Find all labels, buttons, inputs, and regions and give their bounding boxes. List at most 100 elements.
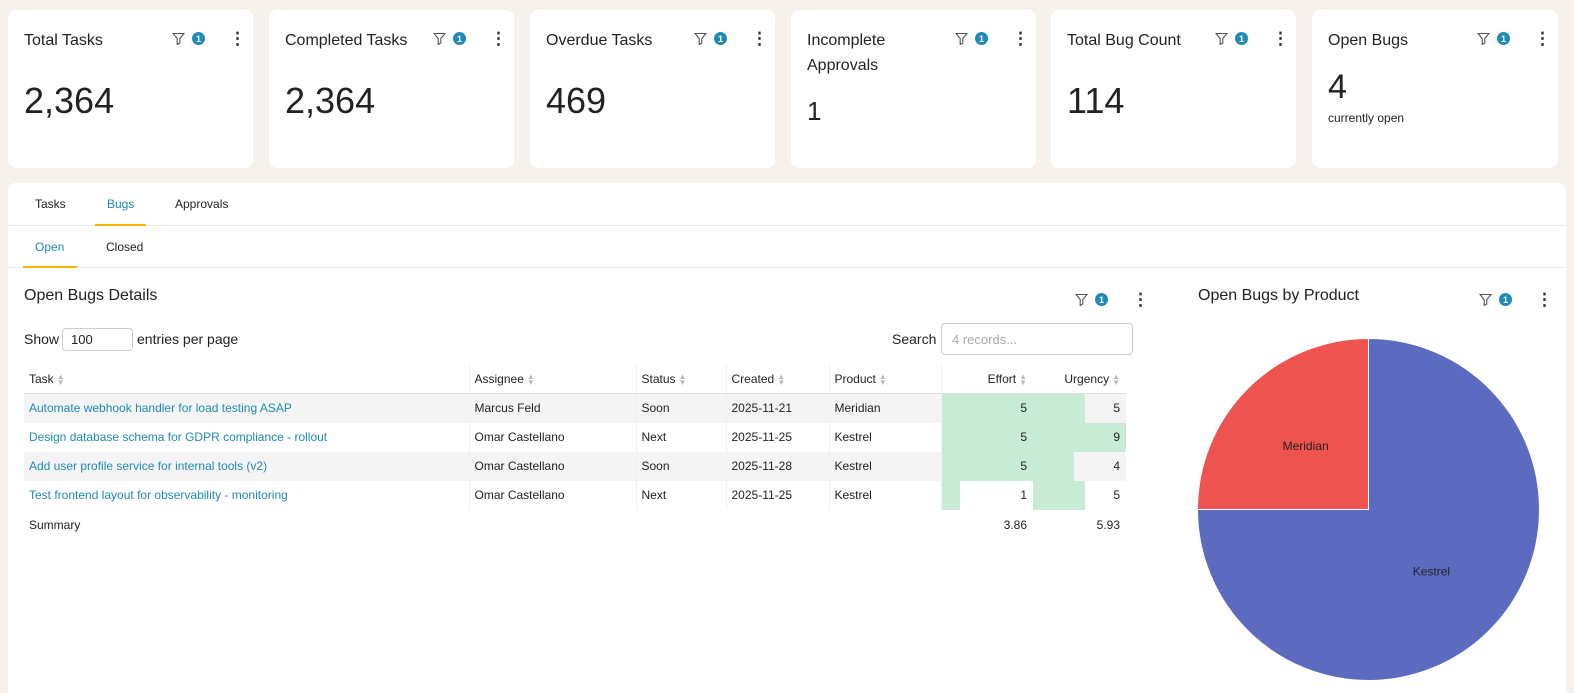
main-panel: Tasks Bugs Approvals Open Closed Open Bu… [8, 183, 1566, 693]
filter-count-badge: 1 [1095, 293, 1108, 306]
sort-icon: ▲ ▼ [56, 371, 65, 387]
active-tab-indicator [95, 224, 146, 226]
effort-value: 5 [1020, 458, 1027, 473]
kpi-title: Total Bug Count [1067, 32, 1181, 49]
urgency-cell: 5 [1033, 393, 1126, 423]
product-cell: Meridian [829, 393, 942, 423]
status-cell: Next [636, 422, 727, 452]
kpi-card-completed-tasks: Completed Tasks 1 ⋮ 2,364 [269, 10, 514, 168]
sort-icon: ▲ ▼ [678, 371, 687, 387]
open-bugs-details-title: Open Bugs Details [24, 287, 158, 304]
task-link[interactable]: Add user profile service for internal to… [24, 451, 470, 481]
kpi-title: Incomplete Approvals [807, 32, 886, 74]
table-header-row: Task ▲ ▼ Assignee ▲ ▼ Status ▲ ▼ Created ▲ ▼ Pro… [24, 365, 1126, 394]
kpi-value: 114 [1067, 80, 1125, 121]
kpi-tools: 1 ⋮ [955, 29, 1029, 48]
column-header-effort[interactable]: Effort ▲ ▼ [941, 365, 1033, 394]
more-options-icon[interactable]: ⋮ [1132, 290, 1149, 309]
filter-icon[interactable] [955, 32, 968, 45]
pie-label-kestrel: Kestrel [1413, 565, 1450, 579]
urgency-cell: 9 [1033, 422, 1126, 452]
sort-icon: ▲ ▼ [526, 371, 535, 387]
assignee-cell: Omar Castellano [469, 480, 637, 510]
more-options-icon[interactable]: ⋮ [1534, 29, 1551, 48]
urgency-bar [1033, 422, 1126, 452]
pie-slice-kestrel[interactable] [1196, 337, 1540, 681]
kpi-value: 4 [1328, 68, 1347, 106]
task-link[interactable]: Test frontend layout for observability -… [24, 480, 470, 510]
urgency-bar [1033, 451, 1075, 481]
effort-value: 1 [1020, 487, 1027, 502]
effort-bar [941, 480, 960, 510]
assignee-cell: Omar Castellano [469, 451, 637, 481]
more-options-icon[interactable]: ⋮ [229, 29, 246, 48]
column-header-assignee[interactable]: Assignee ▲ ▼ [469, 365, 637, 394]
sort-icon: ▲ ▼ [1019, 371, 1027, 387]
effort-value: 5 [1020, 400, 1027, 415]
open-bugs-by-product-title: Open Bugs by Product [1198, 287, 1359, 304]
kpi-card-total-bug-count: Total Bug Count 1 ⋮ 114 [1051, 10, 1296, 168]
urgency-value: 4 [1113, 458, 1120, 473]
effort-bar [941, 422, 1033, 452]
kpi-title: Overdue Tasks [546, 32, 653, 49]
filter-count-badge: 1 [714, 32, 727, 45]
filter-icon[interactable] [1075, 293, 1088, 306]
tab-open[interactable]: Open [35, 240, 65, 254]
tab-tasks[interactable]: Tasks [35, 197, 66, 211]
column-header-task[interactable]: Task ▲ ▼ [24, 365, 470, 394]
status-cell: Soon [636, 393, 727, 423]
status-cell: Next [636, 480, 727, 510]
assignee-cell: Omar Castellano [469, 422, 637, 452]
more-options-icon[interactable]: ⋮ [490, 29, 507, 48]
filter-count-badge: 1 [1499, 293, 1512, 306]
kpi-card-overdue-tasks: Overdue Tasks 1 ⋮ 469 [530, 10, 775, 168]
sort-icon: ▲ ▼ [878, 371, 887, 387]
kpi-value: 2,364 [24, 80, 115, 121]
effort-value: 5 [1020, 429, 1027, 444]
search-input[interactable] [941, 323, 1133, 355]
filter-icon[interactable] [433, 32, 446, 45]
pie-slice-meridian[interactable] [1196, 337, 1369, 510]
more-options-icon[interactable]: ⋮ [1012, 29, 1029, 48]
tab-bugs[interactable]: Bugs [107, 197, 135, 211]
filter-icon[interactable] [172, 32, 185, 45]
kpi-subtitle: currently open [1328, 111, 1405, 125]
more-options-icon[interactable]: ⋮ [751, 29, 768, 48]
filter-icon[interactable] [1479, 293, 1492, 306]
effort-cell: 5 [941, 422, 1033, 452]
urgency-value: 5 [1113, 400, 1120, 415]
column-header-product[interactable]: Product ▲ ▼ [829, 365, 942, 394]
entries-per-page-input[interactable] [62, 328, 133, 351]
filter-icon[interactable] [1477, 32, 1490, 45]
filter-icon[interactable] [1215, 32, 1228, 45]
kpi-tools: 1 ⋮ [1477, 29, 1551, 48]
kpi-row: Total Tasks 1 ⋮ 2,364 Completed Tasks 1 … [8, 10, 1566, 168]
filter-icon[interactable] [694, 32, 707, 45]
task-link[interactable]: Automate webhook handler for load testin… [24, 393, 470, 423]
assignee-cell: Marcus Feld [469, 393, 637, 423]
kpi-value: 469 [546, 80, 607, 121]
more-options-icon[interactable]: ⋮ [1536, 290, 1553, 309]
more-options-icon[interactable]: ⋮ [1272, 29, 1289, 48]
active-subtab-indicator [23, 266, 77, 268]
tab-closed[interactable]: Closed [106, 240, 144, 254]
product-cell: Kestrel [829, 422, 942, 452]
created-cell: 2025-11-25 [726, 480, 830, 510]
effort-cell: 5 [941, 451, 1033, 481]
status-cell: Soon [636, 451, 727, 481]
secondary-tabs: Open Closed [8, 226, 1566, 268]
summary-effort: 3.86 [1003, 517, 1027, 532]
column-header-status[interactable]: Status ▲ ▼ [636, 365, 727, 394]
kpi-card-total-tasks: Total Tasks 1 ⋮ 2,364 [8, 10, 253, 168]
kpi-tools: 1 ⋮ [433, 29, 507, 48]
filter-count-badge: 1 [975, 32, 988, 45]
kpi-title: Total Tasks [24, 32, 103, 49]
column-header-created[interactable]: Created ▲ ▼ [726, 365, 830, 394]
tab-approvals[interactable]: Approvals [175, 197, 229, 211]
table-row: Add user profile service for internal to… [24, 451, 1126, 481]
task-link[interactable]: Design database schema for GDPR complian… [24, 422, 470, 452]
kpi-value: 1 [807, 96, 822, 126]
created-cell: 2025-11-25 [726, 422, 830, 452]
kpi-title: Completed Tasks [285, 32, 408, 49]
column-header-urgency[interactable]: Urgency ▲ ▼ [1033, 365, 1126, 394]
